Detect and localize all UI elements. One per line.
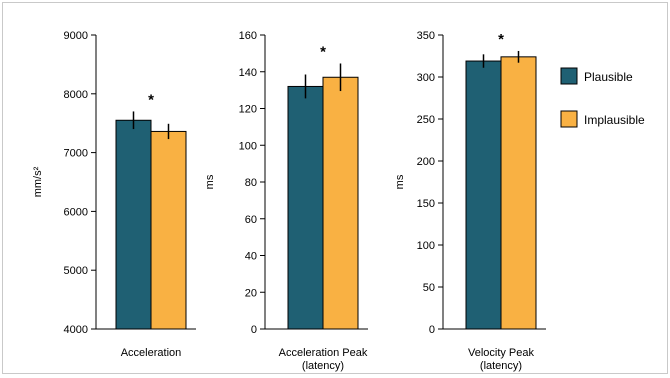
- y-tick-label: 40: [245, 251, 257, 263]
- bar-implausible: [322, 76, 359, 330]
- y-tick-label: 150: [417, 198, 435, 210]
- y-tick-label: 100: [417, 240, 435, 252]
- y-tick-label: 8000: [64, 89, 88, 101]
- legend-label-implausible: Implausible: [584, 113, 645, 127]
- y-tick-label: 5000: [64, 265, 88, 277]
- chart-panel-2: 0 20 40 60 80 100 120 140 160 ms * Acceleration Pea…: [204, 30, 368, 372]
- chart-panel-1: 4000 5000 6000 7000 8000 9000 mm/s² * Accelerati…: [32, 30, 196, 359]
- y-axis-label: mm/s²: [32, 166, 44, 197]
- bar-plausible: [115, 119, 152, 330]
- significance-star: *: [498, 31, 504, 48]
- legend-swatch-implausible: [560, 110, 578, 128]
- significance-star: *: [148, 91, 154, 108]
- y-tick-label: 6000: [64, 206, 88, 218]
- y-tick-label: 60: [245, 214, 257, 226]
- bar-implausible: [500, 56, 537, 330]
- y-tick-label: 0: [429, 324, 435, 336]
- y-axis-label: ms: [394, 174, 406, 189]
- y-tick-label: 160: [239, 30, 257, 42]
- y-tick-label: 100: [239, 140, 257, 152]
- category-label: (latency): [302, 360, 344, 372]
- y-tick-label: 4000: [64, 324, 88, 336]
- y-tick-label: 9000: [64, 30, 88, 42]
- y-tick-label: 300: [417, 72, 435, 84]
- chart-panel-3: 0 50 100 150 200 250 300 350 ms * Velocity Peak(la…: [394, 30, 546, 372]
- y-tick-label: 140: [239, 67, 257, 79]
- y-tick-label: 200: [417, 156, 435, 168]
- y-tick-label: 20: [245, 287, 257, 299]
- bar-plausible: [287, 85, 324, 330]
- category-label: Acceleration: [121, 347, 182, 359]
- y-tick-label: 0: [251, 324, 257, 336]
- bar-implausible: [150, 130, 187, 330]
- significance-star: *: [320, 43, 326, 60]
- y-tick-label: 120: [239, 104, 257, 116]
- y-tick-label: 80: [245, 177, 257, 189]
- y-tick-label: 250: [417, 114, 435, 126]
- category-label: Velocity Peak: [468, 347, 535, 359]
- bar-plausible: [465, 60, 502, 330]
- y-tick-label: 350: [417, 30, 435, 42]
- y-axis-label: ms: [204, 174, 216, 189]
- category-label: Acceleration Peak: [279, 347, 368, 359]
- bar-chart-figure: Plausible Implausible 400050006000700080…: [32, 30, 645, 372]
- category-label: (latency): [480, 360, 522, 372]
- legend-swatch-plausible: [560, 67, 578, 85]
- y-tick-label: 7000: [64, 148, 88, 160]
- figure-frame: Plausible Implausible 4000 5000 6000 7000 80…: [2, 2, 668, 374]
- legend: Plausible Implausible: [560, 67, 645, 128]
- y-tick-label: 50: [423, 282, 435, 294]
- legend-label-plausible: Plausible: [584, 70, 633, 84]
